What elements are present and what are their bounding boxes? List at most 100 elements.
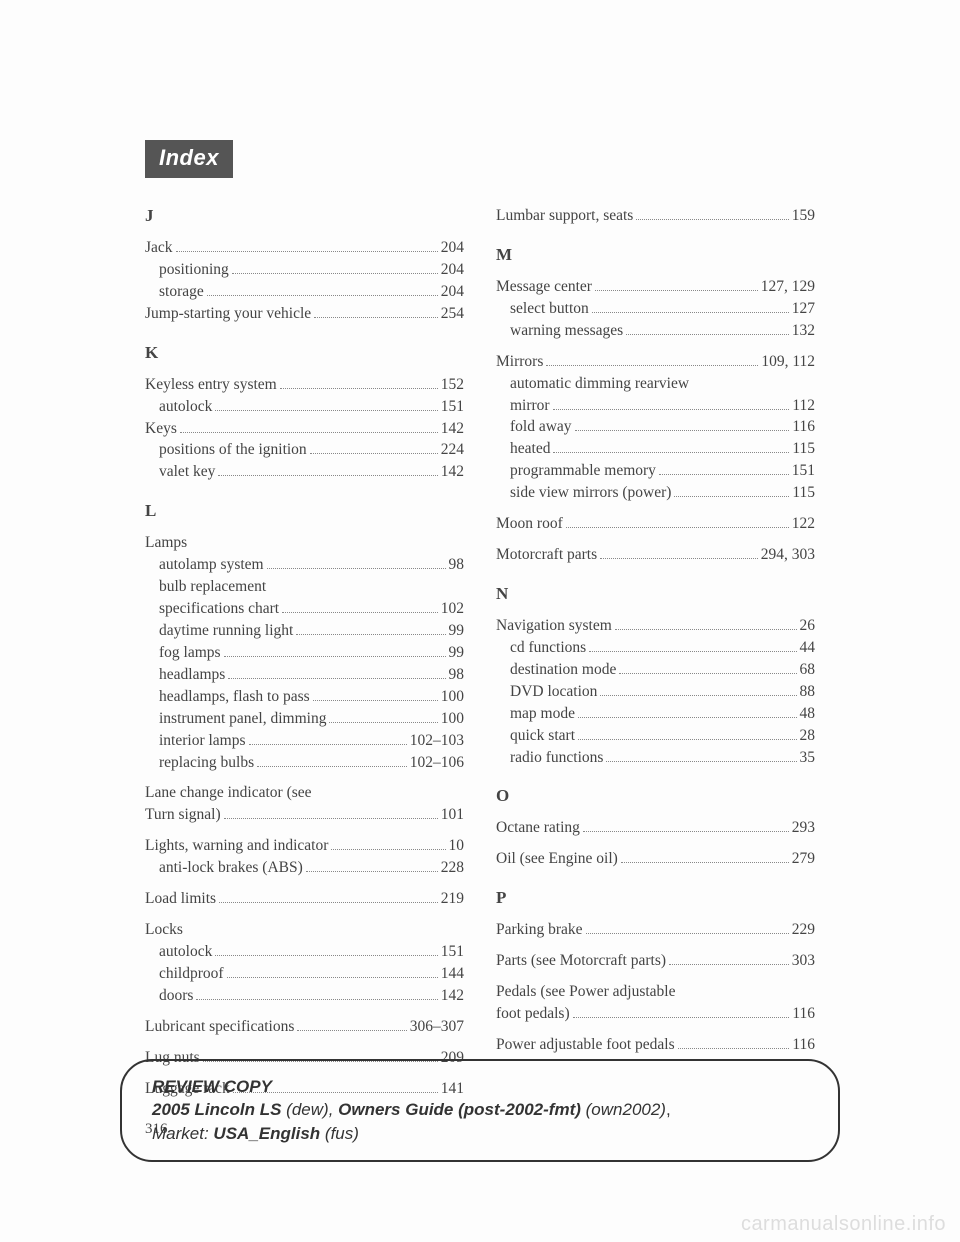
- entry-page: 68: [800, 660, 816, 681]
- leader-dots: [218, 475, 437, 476]
- entry-label: Lights, warning and indicator: [145, 836, 328, 857]
- leader-dots: [331, 849, 445, 850]
- entry-page: 204: [441, 238, 464, 259]
- leader-dots: [674, 496, 789, 497]
- index-subentry: instrument panel, dimming100: [145, 709, 464, 730]
- leader-dots: [215, 410, 437, 411]
- entry-page: 142: [441, 986, 464, 1007]
- entry-label: Locks: [145, 920, 183, 941]
- index-entry: Locks: [145, 920, 464, 941]
- index-subentry: autolock151: [145, 397, 464, 418]
- index-subentry: positioning204: [145, 260, 464, 281]
- leader-dots: [619, 673, 796, 674]
- leader-dots: [578, 717, 797, 718]
- section-letter: M: [496, 245, 815, 265]
- entry-page: 116: [792, 1004, 815, 1025]
- entry-page: 44: [800, 638, 816, 659]
- entry-label: select button: [510, 299, 589, 320]
- footer-code2: (own2002): [586, 1100, 666, 1119]
- index-subentry: bulb replacement: [145, 577, 464, 598]
- entry-page: 101: [441, 805, 464, 826]
- index-entry: Parking brake229: [496, 920, 815, 941]
- leader-dots: [296, 634, 445, 635]
- index-subentry: quick start28: [496, 726, 815, 747]
- leader-dots: [600, 558, 758, 559]
- index-subentry: autolamp system98: [145, 555, 464, 576]
- entry-page: 98: [449, 555, 465, 576]
- index-subentry: map mode48: [496, 704, 815, 725]
- entry-label: Power adjustable foot pedals: [496, 1035, 675, 1056]
- entry-label: Lubricant specifications: [145, 1017, 294, 1038]
- footer-market-label: Market:: [152, 1124, 209, 1143]
- leader-dots: [282, 612, 438, 613]
- entry-label: Load limits: [145, 889, 216, 910]
- entry-label: childproof: [159, 964, 224, 985]
- leader-dots: [592, 312, 789, 313]
- index-subentry: interior lamps102–103: [145, 731, 464, 752]
- leader-dots: [314, 317, 438, 318]
- entry-page: 219: [441, 889, 464, 910]
- index-entry: Jack204: [145, 238, 464, 259]
- index-subentry: autolock151: [145, 942, 464, 963]
- index-entry: foot pedals) 116: [496, 1004, 815, 1025]
- entry-label: Octane rating: [496, 818, 580, 839]
- leader-dots: [196, 999, 437, 1000]
- index-entry: Load limits 219: [145, 889, 464, 910]
- index-entry: Lights, warning and indicator10: [145, 836, 464, 857]
- entry-page: 35: [800, 748, 816, 769]
- leader-dots: [313, 700, 438, 701]
- index-subentry: specifications chart102: [145, 599, 464, 620]
- section-letter: K: [145, 343, 464, 363]
- entry-label: Lamps: [145, 533, 187, 554]
- index-columns: JJack204positioning204storage204Jump-sta…: [145, 206, 815, 1101]
- leader-dots: [615, 629, 797, 630]
- entry-label: programmable memory: [510, 461, 656, 482]
- entry-label: valet key: [159, 462, 215, 483]
- leader-dots: [578, 739, 797, 740]
- section-letter: N: [496, 584, 815, 604]
- entry-page: 204: [441, 282, 464, 303]
- leader-dots: [621, 862, 789, 863]
- entry-label: Lumbar support, seats: [496, 206, 633, 227]
- section-letter: P: [496, 888, 815, 908]
- index-subentry: mirror112: [496, 396, 815, 417]
- index-entry: Octane rating293: [496, 818, 815, 839]
- entry-page: 115: [792, 483, 815, 504]
- index-subentry: automatic dimming rearview: [496, 374, 815, 395]
- index-entry: Pedals (see Power adjustable: [496, 982, 815, 1003]
- index-subentry: cd functions44: [496, 638, 815, 659]
- index-entry: Moon roof122: [496, 514, 815, 535]
- index-entry: Turn signal)101: [145, 805, 464, 826]
- index-entry: Keyless entry system152: [145, 375, 464, 396]
- leader-dots: [224, 818, 438, 819]
- entry-page: 228: [441, 858, 464, 879]
- entry-label: quick start: [510, 726, 575, 747]
- leader-dots: [297, 1030, 406, 1031]
- entry-label: positions of the ignition: [159, 440, 307, 461]
- entry-label: mirror: [510, 396, 550, 417]
- entry-label: automatic dimming rearview: [510, 374, 689, 395]
- entry-page: 115: [792, 439, 815, 460]
- entry-label: anti-lock brakes (ABS): [159, 858, 303, 879]
- index-entry: Motorcraft parts294, 303: [496, 545, 815, 566]
- entry-label: Pedals (see Power adjustable: [496, 982, 676, 1003]
- leader-dots: [583, 831, 789, 832]
- entry-page: 306–307: [410, 1017, 464, 1038]
- index-subentry: fold away116: [496, 417, 815, 438]
- entry-label: storage: [159, 282, 204, 303]
- entry-page: 294, 303: [761, 545, 815, 566]
- index-subentry: storage 204: [145, 282, 464, 303]
- leader-dots: [669, 964, 789, 965]
- footer-guide: Owners Guide (post-2002-fmt): [338, 1100, 581, 1119]
- leader-dots: [606, 761, 796, 762]
- leader-dots: [180, 432, 438, 433]
- entry-page: 132: [792, 321, 815, 342]
- entry-label: map mode: [510, 704, 575, 725]
- entry-page: 100: [441, 709, 464, 730]
- index-entry: Lumbar support, seats159: [496, 206, 815, 227]
- entry-label: foot pedals): [496, 1004, 570, 1025]
- entry-label: side view mirrors (power): [510, 483, 671, 504]
- index-entry: Lamps: [145, 533, 464, 554]
- footer-market: USA_English: [213, 1124, 320, 1143]
- leader-dots: [595, 290, 758, 291]
